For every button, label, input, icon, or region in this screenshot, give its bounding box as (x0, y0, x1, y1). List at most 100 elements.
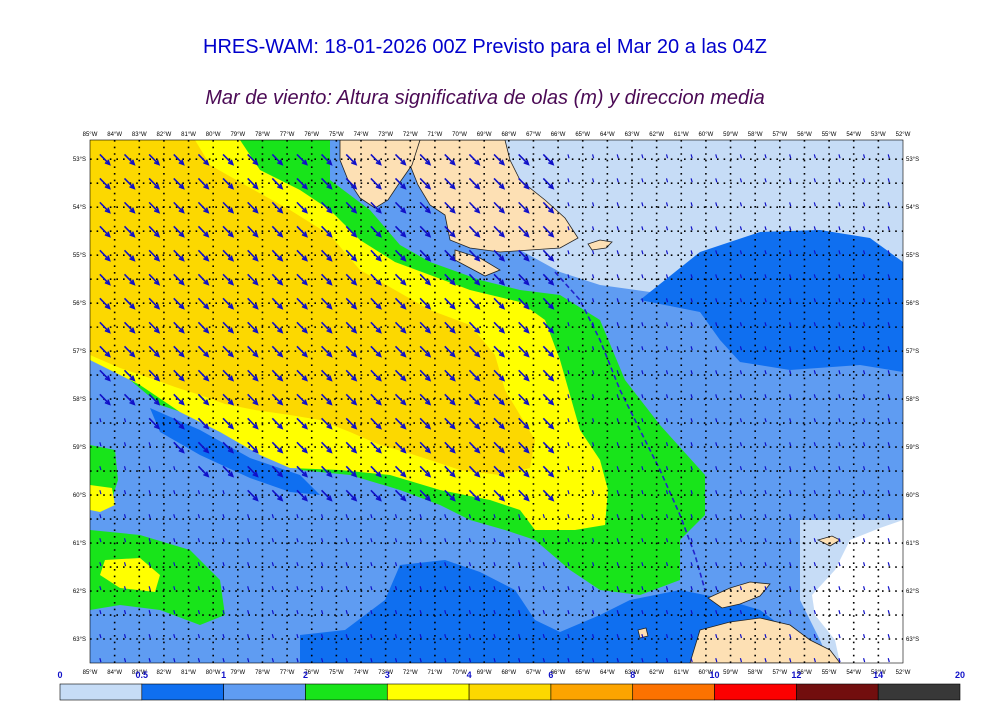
direction-arrow (370, 658, 373, 663)
direction-arrow (789, 298, 792, 303)
direction-arrow (271, 634, 274, 639)
direction-arrow-head (351, 447, 358, 454)
direction-arrow-head (548, 207, 555, 214)
direction-arrow (370, 201, 382, 213)
direction-arrow (493, 514, 496, 519)
direction-arrow (468, 634, 472, 639)
direction-arrow (493, 610, 496, 615)
direction-arrow-head (424, 255, 432, 262)
lon-label-top: 62°W (649, 132, 664, 138)
direction-arrow-head (351, 471, 358, 478)
direction-arrow-head (474, 375, 481, 382)
direction-arrow-head (424, 423, 432, 430)
direction-arrow-head (153, 351, 161, 358)
direction-arrow (764, 610, 767, 615)
direction-arrow-head (375, 327, 382, 334)
direction-arrow (715, 250, 718, 255)
direction-arrow (222, 321, 234, 333)
direction-arrow-head (227, 399, 235, 406)
direction-arrow (764, 586, 767, 591)
lon-label-bottom: 71°W (428, 670, 443, 676)
direction-arrow-head (400, 495, 407, 502)
direction-arrow-head (301, 207, 308, 214)
direction-arrow (148, 538, 151, 543)
direction-arrow (222, 201, 234, 213)
lon-label-top: 77°W (280, 132, 295, 138)
direction-arrow (419, 249, 431, 261)
direction-arrow-head (523, 351, 530, 358)
lat-label-left: 57°S (73, 349, 86, 355)
direction-arrow (247, 369, 259, 381)
direction-arrow (518, 249, 530, 261)
direction-arrow (444, 153, 456, 165)
direction-arrow-head (104, 375, 111, 382)
direction-arrow-head (449, 279, 456, 286)
direction-arrow (518, 586, 521, 591)
direction-arrow-head (252, 447, 259, 454)
latitude-labels-right: 53°S 54°S 55°S 56°S 57°S 58°S 59°S 60°S 61°S 62°S… (906, 157, 919, 643)
lat-label-right: 61°S (906, 541, 919, 547)
direction-arrow (715, 634, 718, 639)
lon-label-top: 70°W (452, 132, 467, 138)
direction-arrow-head (203, 423, 210, 430)
direction-arrow-head (277, 183, 284, 190)
direction-arrow-head (178, 447, 185, 454)
direction-arrow-head (203, 399, 210, 406)
direction-arrow (345, 489, 357, 501)
direction-arrow (271, 393, 283, 405)
direction-arrow (813, 634, 816, 639)
direction-arrow (863, 202, 866, 207)
colorbar (59, 683, 961, 701)
lon-label-bottom: 76°W (304, 670, 319, 676)
direction-arrow-head (548, 471, 555, 478)
direction-arrow (271, 249, 283, 261)
direction-arrow-head (375, 279, 382, 286)
lon-label-bottom: 77°W (280, 670, 295, 676)
direction-arrow (468, 369, 480, 381)
direction-arrow (370, 465, 382, 477)
direction-arrow (296, 201, 308, 213)
direction-arrow (542, 586, 545, 591)
direction-arrow-head (498, 279, 506, 286)
direction-arrow (838, 370, 841, 375)
direction-arrow-head (277, 159, 284, 166)
direction-arrow (739, 250, 743, 255)
direction-arrow (247, 201, 259, 213)
direction-arrow-head (498, 447, 506, 454)
direction-arrow (764, 226, 767, 231)
direction-arrow (271, 417, 283, 429)
direction-arrow-head (129, 399, 136, 406)
direction-arrow-head (449, 231, 456, 238)
direction-arrow (370, 345, 382, 357)
direction-arrow (394, 538, 398, 543)
direction-arrow (148, 490, 151, 495)
direction-arrow (123, 442, 127, 447)
direction-arrow (715, 418, 718, 423)
direction-arrow-head (474, 471, 481, 478)
direction-arrow (296, 345, 308, 357)
direction-arrow (370, 538, 373, 543)
direction-arrow (148, 321, 160, 333)
direction-arrow (616, 538, 619, 543)
direction-arrow-head (400, 255, 407, 262)
direction-arrow-head (351, 207, 358, 214)
direction-arrow (394, 586, 398, 591)
direction-arrow-head (449, 207, 456, 214)
direction-arrow (764, 538, 767, 543)
direction-arrow (99, 393, 111, 405)
direction-arrow (789, 322, 792, 327)
direction-arrow (592, 514, 595, 519)
direction-arrow-head (277, 351, 284, 358)
direction-arrow (641, 586, 644, 591)
direction-arrow (173, 586, 176, 591)
direction-arrow (764, 154, 767, 159)
colorbar-label: 0 (57, 670, 62, 680)
direction-arrow (739, 394, 743, 399)
direction-arrow-head (548, 255, 555, 262)
direction-arrow-head (252, 279, 259, 286)
direction-arrow (592, 610, 595, 615)
direction-arrow-head (203, 207, 210, 214)
direction-arrow (518, 514, 521, 519)
direction-arrow (542, 393, 554, 405)
direction-arrow-head (326, 495, 333, 502)
